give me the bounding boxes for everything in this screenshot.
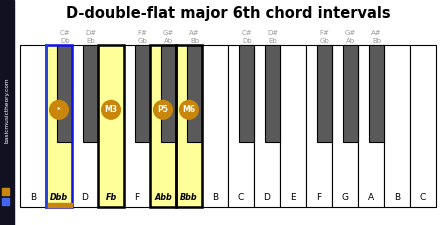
Bar <box>239 45 254 142</box>
Bar <box>254 45 280 207</box>
Bar <box>332 45 358 207</box>
Text: B: B <box>30 194 36 202</box>
Text: C#: C# <box>59 30 70 36</box>
Text: *: * <box>57 107 61 113</box>
Text: F#: F# <box>320 30 330 36</box>
Text: M6: M6 <box>183 105 195 114</box>
Bar <box>2 188 9 195</box>
Bar <box>161 45 176 142</box>
Text: C#: C# <box>242 30 252 36</box>
Text: Eb: Eb <box>86 38 95 44</box>
Text: B: B <box>212 194 218 202</box>
Text: A: A <box>368 194 374 202</box>
Text: A#: A# <box>371 30 382 36</box>
Bar <box>280 45 306 207</box>
Circle shape <box>102 100 121 119</box>
Text: basicmusictheory.com: basicmusictheory.com <box>4 77 10 143</box>
Bar <box>0 0 14 225</box>
Bar <box>358 45 384 207</box>
Bar <box>98 45 124 207</box>
Bar <box>72 45 98 207</box>
Circle shape <box>50 100 68 119</box>
Text: P5: P5 <box>158 105 169 114</box>
Bar <box>410 45 436 207</box>
Bar <box>2 198 9 205</box>
Text: Gb: Gb <box>320 38 330 44</box>
Bar <box>83 45 98 142</box>
Text: G#: G# <box>163 30 174 36</box>
Bar <box>369 45 384 142</box>
Text: Bbb: Bbb <box>180 194 198 202</box>
Text: D: D <box>81 194 88 202</box>
Text: Bb: Bb <box>372 38 381 44</box>
Bar <box>150 45 176 207</box>
Text: Eb: Eb <box>268 38 277 44</box>
Text: E: E <box>290 194 296 202</box>
Text: Bb: Bb <box>190 38 199 44</box>
Text: D#: D# <box>267 30 278 36</box>
Bar <box>176 45 202 207</box>
Text: G#: G# <box>345 30 356 36</box>
Bar <box>317 45 332 142</box>
Text: F#: F# <box>138 30 148 36</box>
Bar <box>57 45 72 142</box>
Bar <box>187 45 202 142</box>
Bar <box>20 45 46 207</box>
Text: Ab: Ab <box>164 38 173 44</box>
Text: D#: D# <box>85 30 96 36</box>
Bar <box>135 45 150 142</box>
Text: Db: Db <box>242 38 252 44</box>
Text: D-double-flat major 6th chord intervals: D-double-flat major 6th chord intervals <box>66 6 390 21</box>
Text: D: D <box>264 194 271 202</box>
Bar <box>306 45 332 207</box>
Text: G: G <box>341 194 348 202</box>
Text: M3: M3 <box>105 105 117 114</box>
Text: A#: A# <box>189 30 200 36</box>
Text: C: C <box>420 194 426 202</box>
Text: F: F <box>135 194 139 202</box>
Bar <box>202 45 228 207</box>
Bar <box>384 45 410 207</box>
Bar <box>46 45 72 207</box>
Bar <box>46 45 72 207</box>
Text: B: B <box>394 194 400 202</box>
Text: Abb: Abb <box>154 194 172 202</box>
Bar <box>228 45 254 207</box>
Bar <box>150 45 176 207</box>
Bar <box>343 45 358 142</box>
Bar <box>98 45 124 207</box>
Text: Dbb: Dbb <box>50 194 68 202</box>
Bar <box>265 45 280 142</box>
Bar <box>124 45 150 207</box>
Text: Gb: Gb <box>138 38 147 44</box>
Circle shape <box>180 100 198 119</box>
Bar <box>46 203 72 207</box>
Text: F: F <box>316 194 322 202</box>
Text: Db: Db <box>60 38 70 44</box>
Bar <box>176 45 202 207</box>
Text: Fb: Fb <box>105 194 117 202</box>
Text: Ab: Ab <box>346 38 355 44</box>
Circle shape <box>154 100 172 119</box>
Text: C: C <box>238 194 244 202</box>
